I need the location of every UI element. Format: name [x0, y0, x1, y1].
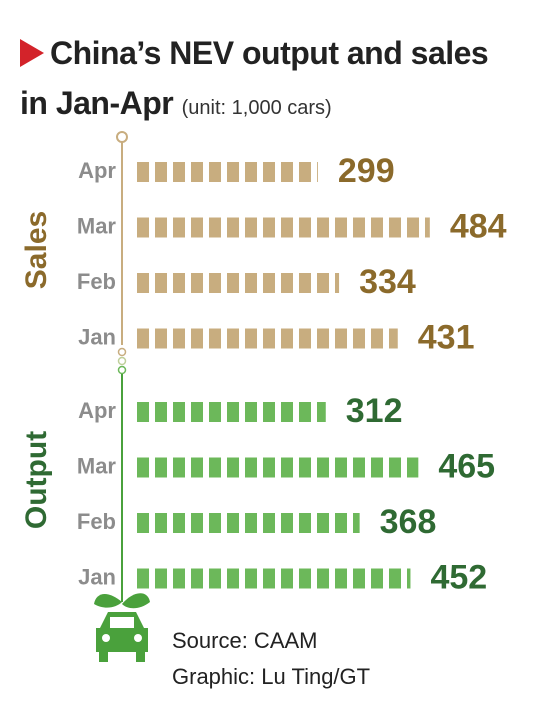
category-label: Jan [78, 564, 116, 589]
category-label: Apr [78, 158, 116, 183]
value-label: 334 [359, 263, 416, 301]
value-label: 452 [430, 558, 487, 596]
category-label: Apr [78, 398, 116, 423]
value-label: 312 [346, 392, 403, 430]
sprout-icon [94, 131, 150, 662]
group-title: Sales [20, 211, 53, 289]
category-label: Mar [77, 453, 117, 478]
category-label: Jan [78, 324, 116, 349]
category-label: Feb [77, 269, 116, 294]
value-label: 484 [450, 207, 507, 245]
credit: Graphic: Lu Ting/GT [172, 664, 370, 689]
header: China’s NEV output and sales in Jan-Apr … [20, 28, 500, 133]
category-label: Feb [77, 509, 116, 534]
value-label: 465 [438, 447, 495, 485]
title-marker [20, 39, 44, 67]
value-label: 431 [418, 318, 475, 356]
group-title: Output [20, 431, 53, 529]
subtitle: (unit: 1,000 cars) [181, 97, 332, 119]
value-label: 368 [380, 503, 437, 541]
source: Source: CAAM [172, 628, 318, 653]
value-label: 299 [338, 152, 395, 190]
title: China’s NEV output and sales in Jan-Apr [20, 35, 489, 121]
category-label: Mar [77, 213, 117, 238]
